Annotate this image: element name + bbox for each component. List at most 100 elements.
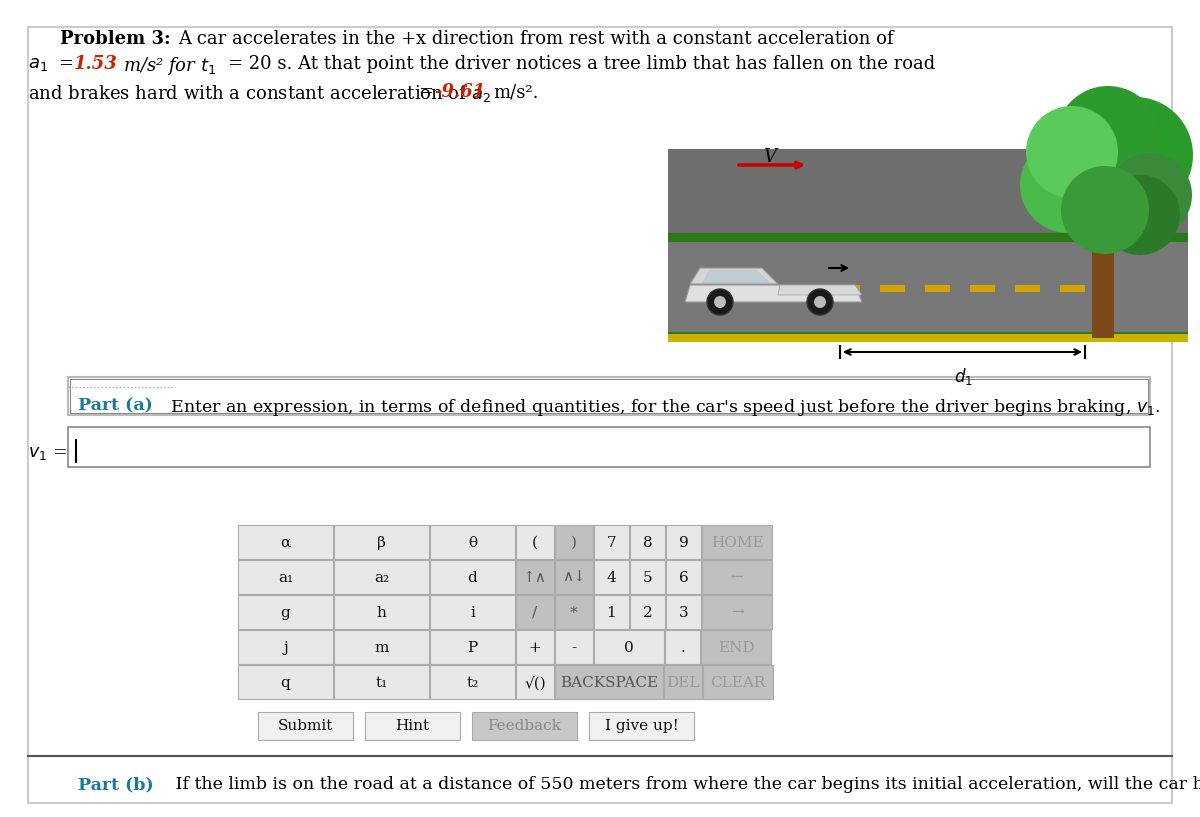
Polygon shape	[668, 233, 1188, 342]
Text: DEL: DEL	[666, 676, 700, 690]
Bar	[702, 560, 772, 594]
Bar	[665, 630, 700, 664]
Text: I give up!: I give up!	[605, 719, 678, 733]
Bar	[516, 560, 554, 594]
Text: t₁: t₁	[376, 676, 388, 690]
Bar	[68, 377, 1150, 415]
Bar	[516, 595, 554, 629]
Polygon shape	[703, 270, 770, 283]
Circle shape	[1056, 86, 1160, 190]
Bar	[1060, 285, 1085, 292]
Text: g: g	[281, 606, 290, 620]
Text: √(): √()	[524, 676, 546, 690]
Text: $v_1$ =: $v_1$ =	[28, 445, 67, 462]
Text: 7: 7	[607, 536, 617, 550]
Bar	[702, 595, 772, 629]
Bar	[238, 630, 334, 664]
Text: -: -	[571, 641, 576, 655]
Text: 6: 6	[679, 571, 689, 585]
Text: BACKSPACE: BACKSPACE	[560, 676, 658, 690]
Bar	[238, 665, 334, 699]
Bar	[472, 712, 577, 740]
Text: Problem 3:: Problem 3:	[60, 30, 170, 48]
Bar	[589, 712, 694, 740]
Bar	[666, 525, 701, 559]
Bar	[334, 630, 430, 664]
Text: β: β	[377, 536, 386, 550]
Bar	[68, 427, 1150, 467]
Bar	[516, 665, 554, 699]
Bar	[430, 560, 515, 594]
Bar	[668, 233, 1188, 242]
Circle shape	[1020, 137, 1116, 233]
Polygon shape	[778, 285, 862, 295]
Bar	[554, 665, 662, 699]
Circle shape	[1078, 97, 1193, 213]
Text: .: .	[680, 641, 685, 655]
Bar	[516, 525, 554, 559]
Text: /: /	[533, 606, 538, 620]
Text: 4: 4	[607, 571, 617, 585]
Text: 1: 1	[607, 606, 617, 620]
Bar	[365, 712, 460, 740]
Bar	[554, 525, 593, 559]
Bar	[668, 242, 1188, 332]
Bar	[258, 712, 353, 740]
Bar	[594, 595, 629, 629]
Bar	[668, 149, 1188, 241]
Polygon shape	[685, 285, 862, 302]
Text: = 20 s. At that point the driver notices a tree limb that has fallen on the road: = 20 s. At that point the driver notices…	[228, 55, 935, 73]
Bar	[334, 525, 430, 559]
Bar	[238, 595, 334, 629]
Bar	[702, 525, 772, 559]
Text: 1.53: 1.53	[74, 55, 118, 73]
Bar	[334, 560, 430, 594]
Bar	[554, 595, 593, 629]
Bar	[594, 525, 629, 559]
Bar	[701, 630, 772, 664]
Bar	[630, 595, 665, 629]
Circle shape	[714, 296, 726, 308]
Text: Hint: Hint	[396, 719, 430, 733]
Bar	[594, 560, 629, 594]
Bar	[925, 285, 950, 292]
Bar	[430, 630, 515, 664]
Circle shape	[707, 289, 733, 315]
Bar	[70, 379, 1148, 413]
Bar	[430, 525, 515, 559]
Text: =: =	[418, 83, 433, 101]
Bar	[430, 595, 515, 629]
Text: HOME: HOME	[710, 536, 763, 550]
Text: q: q	[281, 676, 290, 690]
Text: ←: ←	[731, 571, 743, 585]
Bar	[666, 595, 701, 629]
Text: i: i	[470, 606, 475, 620]
Text: =: =	[58, 55, 73, 73]
Bar	[334, 665, 430, 699]
Bar	[970, 285, 995, 292]
Bar	[835, 285, 860, 292]
Bar	[630, 560, 665, 594]
Circle shape	[1040, 117, 1150, 227]
Text: If the limb is on the road at a distance of 550 meters from where the car begins: If the limb is on the road at a distance…	[170, 776, 1200, 793]
Text: -9.61: -9.61	[434, 83, 485, 101]
Text: A car accelerates in the +x direction from rest with a constant acceleration of: A car accelerates in the +x direction fr…	[178, 30, 894, 48]
Circle shape	[1061, 166, 1150, 254]
Text: 0: 0	[624, 641, 634, 655]
Text: h: h	[377, 606, 386, 620]
Text: Enter an expression, in terms of defined quantities, for the car's speed just be: Enter an expression, in terms of defined…	[166, 397, 1160, 418]
Bar	[668, 242, 1188, 333]
Bar	[1015, 285, 1040, 292]
Bar	[668, 242, 1188, 332]
Bar	[238, 560, 334, 594]
Circle shape	[1108, 153, 1192, 237]
Text: 3: 3	[679, 606, 689, 620]
Text: and brakes hard with a constant acceleration of $a_2$: and brakes hard with a constant accelera…	[28, 83, 491, 104]
Text: V: V	[763, 148, 776, 166]
Text: END: END	[718, 641, 755, 655]
Text: CLEAR: CLEAR	[710, 676, 766, 690]
Text: P: P	[467, 641, 478, 655]
Bar	[668, 325, 1188, 334]
Text: *: *	[570, 606, 578, 620]
Bar	[334, 595, 430, 629]
